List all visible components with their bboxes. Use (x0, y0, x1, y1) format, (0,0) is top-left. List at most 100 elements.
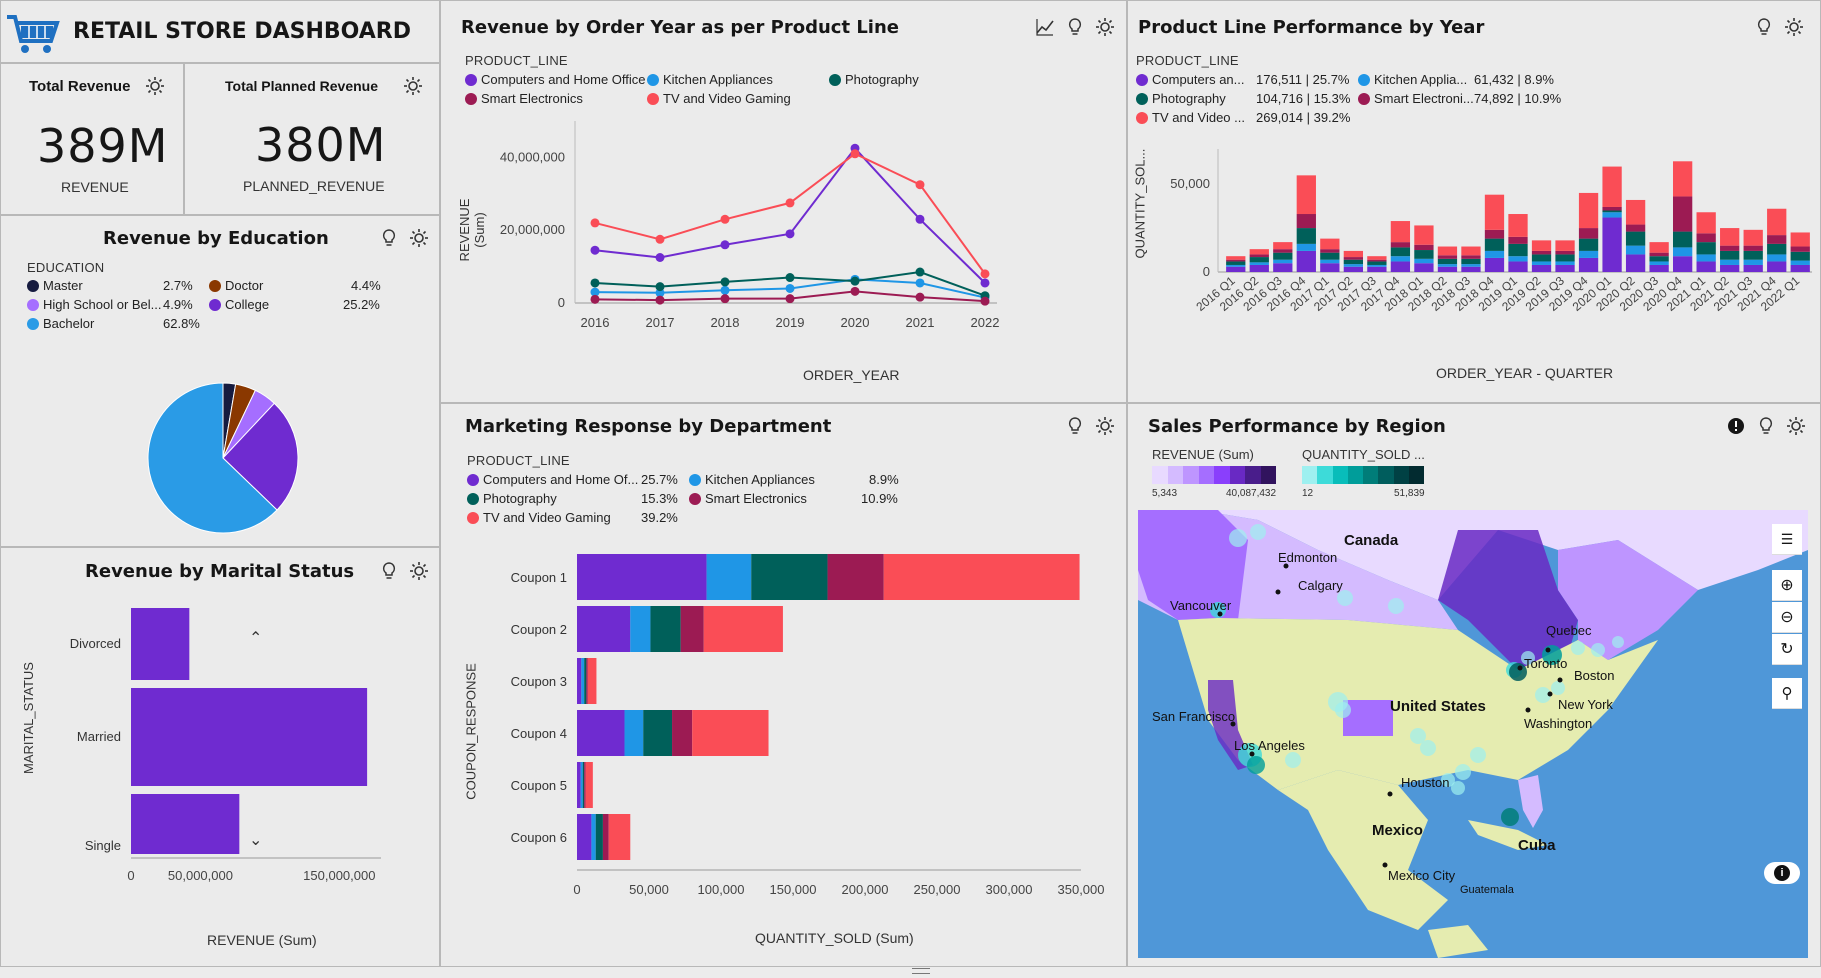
gear-icon[interactable] (1095, 416, 1115, 436)
bar-segment (1296, 214, 1316, 229)
lightbulb-icon[interactable] (1756, 416, 1776, 436)
gear-icon[interactable] (1786, 416, 1806, 436)
x-tick-label: 200,000 (842, 882, 889, 897)
legend-item[interactable]: High School or Bel... (27, 297, 162, 312)
bar-segment (706, 554, 752, 600)
bar-segment (1531, 240, 1552, 251)
chevron-up-icon[interactable]: ⌃ (249, 630, 263, 647)
bar-segment (1273, 249, 1293, 253)
x-axis-label: ORDER_YEAR (803, 367, 900, 383)
lightbulb-icon[interactable] (379, 228, 399, 248)
legend-item[interactable]: Bachelor (27, 316, 94, 331)
bar-segment (1790, 251, 1810, 261)
legend-item[interactable]: Kitchen Appliances (689, 472, 815, 487)
bar-segment (1672, 196, 1693, 232)
bar-segment (1720, 245, 1740, 251)
marketing-panel[interactable]: Marketing Response by Department PRODUCT… (440, 403, 1127, 967)
bar-segment (1484, 238, 1505, 251)
bar-segment (883, 554, 1080, 600)
kpi-label: Total Revenue (29, 78, 131, 95)
legend-item[interactable]: Doctor (209, 278, 263, 293)
map-view[interactable]: Canada Edmonton Calgary Vancouver Quebec… (1138, 510, 1808, 958)
layers-button[interactable]: ☰ (1772, 524, 1802, 555)
gear-icon[interactable] (409, 228, 429, 248)
legend-item[interactable]: TV and Video Gaming (467, 510, 611, 525)
product-perf-panel[interactable]: Product Line Performance by Year PRODUCT… (1127, 0, 1821, 403)
bar-segment (1390, 242, 1411, 248)
gear-icon[interactable] (1095, 17, 1115, 37)
info-button[interactable]: i (1764, 862, 1800, 884)
marital-panel[interactable]: Revenue by Marital Status Divorced Marrie… (0, 547, 440, 967)
bar-segment (1720, 259, 1740, 265)
legend-value: 61,432 | 8.9% (1474, 72, 1554, 87)
gear-icon[interactable] (145, 76, 165, 96)
lightbulb-icon[interactable] (1065, 416, 1085, 436)
legend-item[interactable]: Computers and Home Of... (467, 472, 638, 487)
bar-segment (650, 606, 681, 652)
map-canvas[interactable] (1138, 510, 1808, 958)
search-button[interactable]: ⚲ (1772, 678, 1802, 709)
legend-pct: 25.2% (343, 297, 380, 312)
lightbulb-icon[interactable] (1754, 17, 1774, 37)
data-point (850, 149, 860, 159)
bar-segment (1696, 233, 1716, 243)
legend-item[interactable]: Computers and Home Office (465, 72, 646, 87)
data-point (785, 229, 795, 239)
revenue-year-panel[interactable]: Revenue by Order Year as per Product Lin… (440, 0, 1127, 403)
legend-label: Computers an... (1152, 72, 1245, 87)
bar-segment (703, 606, 783, 652)
legend-label: Photography (1152, 91, 1226, 106)
qty-legend-label: QUANTITY_SOLD ... (1302, 447, 1425, 462)
legend-item[interactable]: Kitchen Applia... (1358, 72, 1467, 87)
legend-item[interactable]: Photography (1136, 91, 1226, 106)
bar-segment (577, 762, 581, 808)
bar-segment (1249, 257, 1269, 263)
kpi-total-revenue[interactable]: Total Revenue 389M REVENUE (0, 63, 184, 215)
lightbulb-icon[interactable] (1065, 17, 1085, 37)
x-tick-label: 250,000 (914, 882, 961, 897)
bar-segment (580, 762, 583, 808)
data-point (980, 269, 990, 279)
legend-item[interactable]: Computers an... (1136, 72, 1245, 87)
zoom-out-button[interactable]: ⊖ (1772, 602, 1802, 633)
kpi-planned-revenue[interactable]: Total Planned Revenue 380M PLANNED_REVEN… (184, 63, 440, 215)
alert-icon[interactable] (1726, 416, 1746, 436)
legend-item[interactable]: Smart Electronics (465, 91, 583, 106)
legend-item[interactable]: Smart Electronics (689, 491, 807, 506)
panel-title: Revenue by Education (103, 228, 329, 249)
marital-bar-chart[interactable]: Divorced Married Single 0 50,000,000 150,000,… (1, 588, 440, 967)
bar-segment (1367, 264, 1387, 267)
legend-item[interactable]: Smart Electroni... (1358, 91, 1474, 106)
education-panel[interactable]: Revenue by Education EDUCATION Master 2.… (0, 215, 440, 547)
region-panel[interactable]: Sales Performance by Region REVENUE (Sum… (1127, 403, 1821, 967)
resize-handle[interactable] (912, 968, 930, 974)
bar-segment (680, 606, 704, 652)
line-chart-icon[interactable] (1035, 17, 1055, 37)
marketing-stacked-bar-chart[interactable]: Coupon 1 Coupon 2 Coupon 3 Coupon 4 Coupon 5… (441, 534, 1127, 934)
map-label-canada: Canada (1344, 532, 1399, 549)
x-tick-label: 2022 (971, 315, 1000, 330)
legend-title: EDUCATION (27, 260, 105, 275)
bar-segment (577, 658, 582, 704)
legend-item[interactable]: Photography (829, 72, 919, 87)
gear-icon[interactable] (1784, 17, 1804, 37)
education-pie-chart[interactable] (123, 378, 323, 538)
legend-item[interactable]: TV and Video Gaming (647, 91, 791, 106)
legend-item[interactable]: Photography (467, 491, 557, 506)
gear-icon[interactable] (403, 76, 423, 96)
legend-item[interactable]: Master (27, 278, 83, 293)
y-tick-label: Divorced (70, 636, 121, 651)
legend-item[interactable]: Kitchen Appliances (647, 72, 773, 87)
zoom-in-button[interactable]: ⊕ (1772, 570, 1802, 601)
data-point (590, 218, 600, 228)
reset-button[interactable]: ↻ (1772, 634, 1802, 665)
map-label-edmonton: Edmonton (1278, 550, 1338, 565)
map-label-cuba: Cuba (1518, 837, 1556, 854)
gear-icon[interactable] (409, 561, 429, 581)
lightbulb-icon[interactable] (379, 561, 399, 581)
chevron-down-icon[interactable]: ⌄ (249, 832, 263, 849)
revenue-line-chart[interactable]: 0 20,000,000 40,000,000 2016 2017 2018 2019 202… (441, 111, 1127, 401)
legend-item[interactable]: College (209, 297, 269, 312)
legend-item[interactable]: TV and Video ... (1136, 110, 1245, 125)
